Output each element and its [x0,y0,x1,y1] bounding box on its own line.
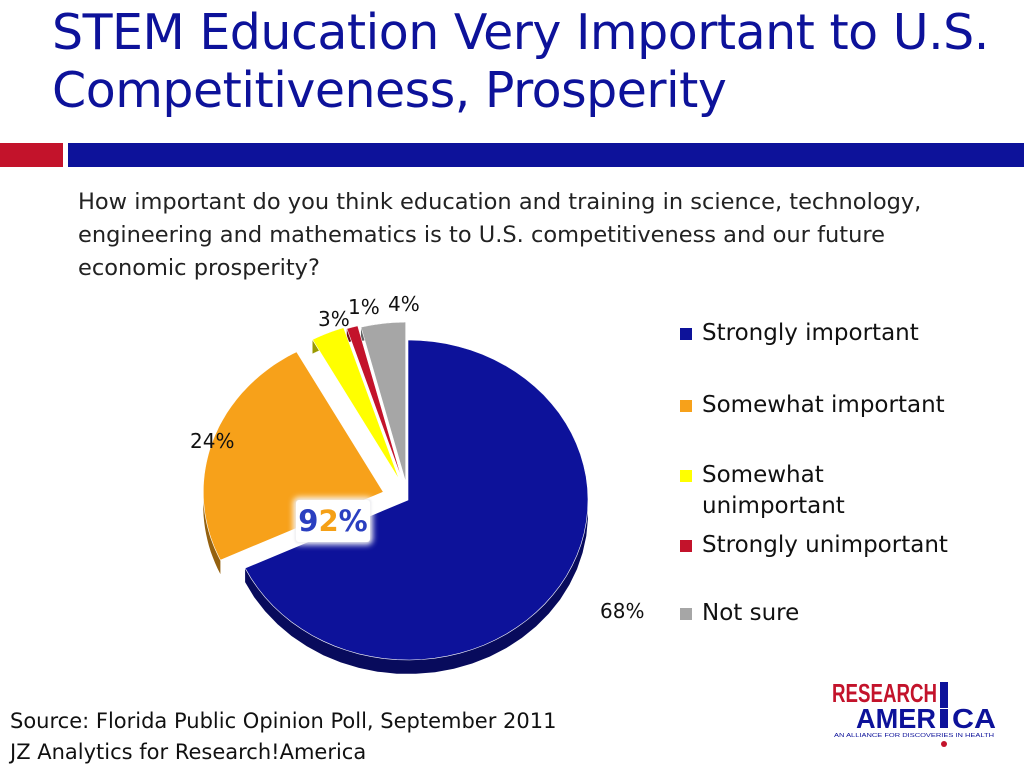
legend-swatch [680,608,692,620]
legend-swatch [680,540,692,552]
logo-dot [941,741,947,747]
legend-label: Somewhat important [702,392,945,418]
logo-word-ca: CA [952,703,996,734]
legend-item: Somewhat unimportant [680,460,882,522]
pie-data-label: 24% [190,429,234,453]
callout-digit-1: 9 [298,504,319,538]
slide-title: STEM Education Very Important to U.S. Co… [52,4,989,119]
title-accent-bar-blue [68,143,1024,167]
legend-swatch [680,400,692,412]
source-line-1: Source: Florida Public Opinion Poll, Sep… [10,709,557,733]
pie-data-label: 1% [348,295,380,319]
logo-word-amer: AMER [856,703,936,734]
legend-swatch [680,328,692,340]
logo-i-stem [940,709,948,728]
pie-slice-strongly-unimportant [346,325,403,481]
title-accent-bar-red [0,143,63,167]
logo-tagline: AN ALLIANCE FOR DISCOVERIES IN HEALTH [834,733,994,739]
legend-label: Strongly important [702,320,919,346]
legend-item: Strongly important [680,318,992,349]
legend-item: Not sure [680,598,992,629]
legend-label: Strongly unimportant [702,532,948,558]
pie-slice-strongly-important [244,339,589,661]
survey-question: How important do you think education and… [78,189,922,281]
pie-data-label: 3% [318,307,350,331]
legend-label: Somewhat unimportant [702,462,845,519]
pie-slice-somewhat-unimportant [312,327,400,480]
pie-slice-not-sure [360,321,406,483]
logo-exclamation-bar [940,682,948,708]
source-line-2: JZ Analytics for Research!America [10,740,367,764]
legend-item: Somewhat important [680,390,992,421]
legend-label: Not sure [702,600,800,626]
legend-item: Strongly unimportant [680,530,992,561]
source-note: Source: Florida Public Opinion Poll, Sep… [10,706,556,768]
pie-data-label: 4% [388,292,420,316]
combined-important-callout: 9 2% [296,500,370,542]
callout-percent: % [338,504,368,538]
callout-digit-2: 2 [318,504,339,538]
logo-word-research: RESEARCH [832,678,937,708]
pie-data-label: 68% [600,599,644,623]
research-america-logo: RESEARCH AMER CA AN ALLIANCE FOR DISCOVE… [832,678,996,747]
legend-swatch [680,470,692,482]
